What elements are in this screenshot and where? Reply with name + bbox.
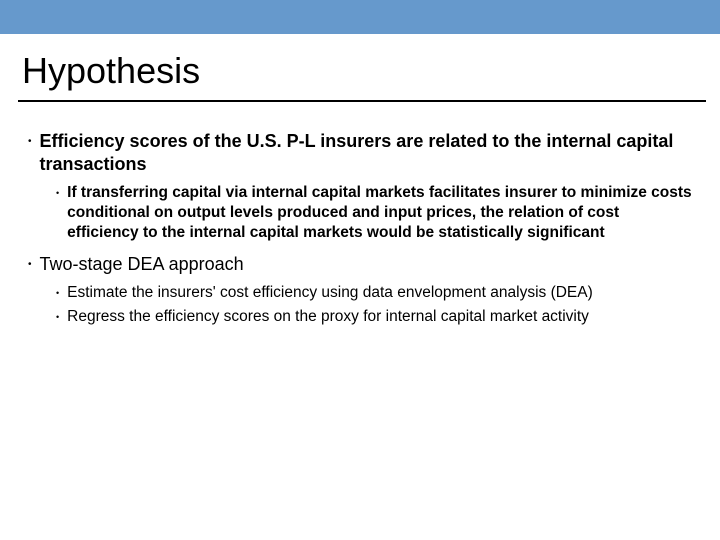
bullet-dot: • xyxy=(56,188,59,198)
slide-content: • Efficiency scores of the U.S. P-L insu… xyxy=(28,130,692,331)
bullet-text: Estimate the insurers' cost efficiency u… xyxy=(67,283,593,303)
bullet-text: Efficiency scores of the U.S. P-L insure… xyxy=(40,130,692,177)
bullet-text: Regress the efficiency scores on the pro… xyxy=(67,307,589,327)
bullet-dot: • xyxy=(28,136,32,147)
bullet-level1: • Two-stage DEA approach xyxy=(28,253,692,276)
top-accent-bar xyxy=(0,0,720,34)
bullet-text: Two-stage DEA approach xyxy=(40,253,244,276)
bullet-level2: • Regress the efficiency scores on the p… xyxy=(56,307,692,327)
title-divider xyxy=(18,100,706,102)
bullet-dot: • xyxy=(56,312,59,322)
bullet-level2: • If transferring capital via internal c… xyxy=(56,183,692,243)
slide-title: Hypothesis xyxy=(22,50,200,92)
bullet-level2: • Estimate the insurers' cost efficiency… xyxy=(56,283,692,303)
bullet-level1: • Efficiency scores of the U.S. P-L insu… xyxy=(28,130,692,177)
bullet-dot: • xyxy=(28,259,32,270)
bullet-text: If transferring capital via internal cap… xyxy=(67,183,692,243)
bullet-dot: • xyxy=(56,288,59,298)
